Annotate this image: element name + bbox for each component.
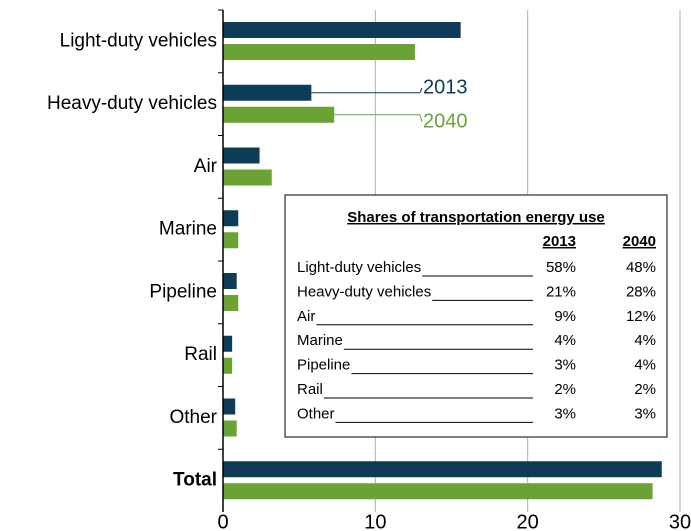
bar [223,44,415,60]
table-cell: 3% [634,405,656,422]
y-tick-label: Light-duty vehicles [60,30,217,51]
bar [223,398,236,415]
bar [223,147,260,164]
table-cell: Marine [297,332,343,349]
table-cell: Air [297,308,315,325]
table-cell: 2% [634,381,656,398]
y-tick-label: Marine [159,219,217,240]
table-box [284,194,668,438]
table-cell: 21% [546,283,576,300]
bar [223,106,335,123]
bar [223,461,662,478]
table-cell: Rail [297,381,323,398]
bar [223,232,239,249]
y-tick-label: Rail [184,344,217,365]
table-cell: 4% [554,332,576,349]
table-cell: 4% [634,357,656,374]
table-cell: 58% [546,259,576,276]
bar [223,22,461,38]
table-cell: 4% [634,332,656,349]
table-cell: Pipeline [297,357,350,374]
table-header: 2040 [623,233,656,250]
bar [223,273,237,289]
table-cell: Light-duty vehicles [297,259,421,276]
bar [223,335,233,352]
bar [223,84,312,101]
y-tick-label: Pipeline [149,281,217,302]
x-tick-label: 20 [517,511,539,531]
y-tick-label: Total [173,470,217,491]
table-title: Shares of transportation energy use [347,209,605,226]
table-cell: 9% [554,308,576,325]
table-cell: 12% [626,308,656,325]
bar [223,210,239,227]
x-tick-label: 0 [217,511,228,531]
y-tick-label: Other [169,407,217,428]
bar [223,295,239,311]
legend-label: 2013 [423,76,468,98]
table-header: 2013 [543,233,576,250]
table-cell: 28% [626,283,656,300]
table-cell: Other [297,405,335,422]
bar [223,357,233,374]
bar [223,169,272,186]
table-cell: Heavy-duty vehicles [297,283,431,300]
leader-line [419,87,423,93]
table-cell: 48% [626,259,656,276]
table-cell: 2% [554,381,576,398]
leader-line [419,114,423,123]
legend-label: 2040 [423,110,468,132]
y-tick-label: Heavy-duty vehicles [47,93,217,114]
x-tick-label: 30 [669,511,691,531]
table-cell: 3% [554,357,576,374]
bar [223,420,237,437]
bar [223,483,653,500]
y-tick-label: Air [194,156,218,177]
x-tick-label: 10 [364,511,386,531]
table-cell: 3% [554,405,576,422]
